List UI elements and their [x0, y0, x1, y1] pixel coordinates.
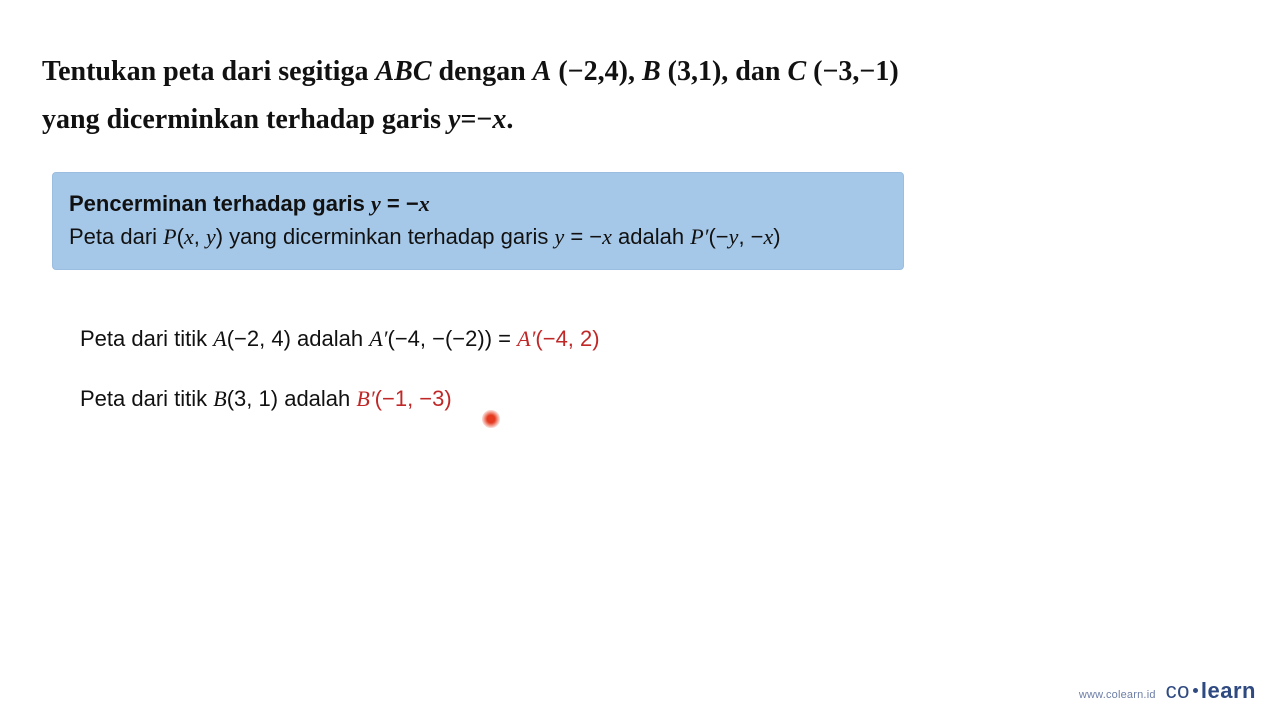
rule-title-eq: = − — [381, 191, 419, 216]
rule-title: Pencerminan terhadap garis y = −x — [69, 187, 887, 220]
la-Ap-coords: (−4, −(−2)) = — [388, 326, 518, 351]
solution-line-a: Peta dari titik A(−2, 4) adalah A′(−4, −… — [80, 326, 600, 352]
la-result: A′(−4, 2) — [517, 326, 599, 351]
solution-line-b: Peta dari titik B(3, 1) adalah B′(−1, −3… — [80, 386, 452, 412]
q-A-coords: (−2,4), — [551, 56, 642, 87]
laser-pointer-icon — [482, 410, 500, 428]
footer: www.colearn.id colearn — [1079, 678, 1256, 704]
rb-mid: yang dicerminkan terhadap garis — [223, 224, 554, 249]
q-B-coords: (3,1), dan — [661, 56, 788, 87]
lb-result: B′(−1, −3) — [356, 386, 451, 411]
la-A-coords: (−2, 4) — [227, 326, 291, 351]
rb-lp: ( — [177, 224, 184, 249]
rb-pp-rp: ) — [773, 224, 780, 249]
rb-pp-y: y — [729, 224, 739, 249]
q-A: A — [533, 56, 552, 87]
lb-is: adalah — [278, 386, 356, 411]
la-is: adalah — [291, 326, 369, 351]
rb-is: adalah — [612, 224, 690, 249]
rb-Pp: P′ — [690, 224, 708, 249]
rule-title-x: x — [419, 191, 430, 216]
rb-px: x — [184, 224, 194, 249]
q-B: B — [642, 56, 661, 87]
rule-body: Peta dari P(x, y) yang dicerminkan terha… — [69, 220, 887, 253]
footer-brand: colearn — [1166, 678, 1256, 704]
q-eq-eqminus: =− — [460, 104, 492, 135]
q-line2-prefix: yang dicerminkan terhadap garis — [42, 104, 448, 135]
rule-box: Pencerminan terhadap garis y = −x Peta d… — [52, 172, 904, 270]
rb-rp: ) — [216, 224, 223, 249]
la-Ap-r: A′ — [517, 326, 535, 351]
rb-pcomma: , — [194, 224, 206, 249]
rule-title-y: y — [371, 191, 381, 216]
rule-title-prefix: Pencerminan terhadap garis — [69, 191, 371, 216]
q-eq-y: y — [448, 104, 460, 135]
footer-url: www.colearn.id — [1079, 689, 1156, 701]
rb-py: y — [206, 224, 216, 249]
brand-co: co — [1166, 678, 1190, 703]
lb-B: B — [213, 386, 226, 411]
q-C: C — [787, 56, 806, 87]
q-eq-dot: . — [506, 104, 513, 135]
la-Ap: A′ — [369, 326, 387, 351]
la-prefix: Peta dari titik — [80, 326, 213, 351]
rb-x2: x — [602, 224, 612, 249]
q-C-coords: (−3,−1) — [806, 56, 899, 87]
rb-pp-x: x — [764, 224, 774, 249]
question-text: Tentukan peta dari segitiga ABC dengan A… — [42, 48, 1142, 143]
q-mid: dengan — [432, 56, 533, 87]
lb-prefix: Peta dari titik — [80, 386, 213, 411]
la-A: A — [213, 326, 226, 351]
lb-B-coords: (3, 1) — [227, 386, 278, 411]
q-abc: ABC — [375, 56, 431, 87]
brand-dot-icon — [1193, 688, 1198, 693]
page-root: Tentukan peta dari segitiga ABC dengan A… — [0, 0, 1280, 720]
lb-Bp-r-coords: (−1, −3) — [375, 386, 452, 411]
rb-P: P — [163, 224, 176, 249]
q-prefix: Tentukan peta dari segitiga — [42, 56, 375, 87]
rb-y2: y — [554, 224, 564, 249]
q-eq-x: x — [492, 104, 506, 135]
rb-pp-comma: , − — [738, 224, 763, 249]
la-Ap-r-coords: (−4, 2) — [535, 326, 599, 351]
lb-Bp-r: B′ — [356, 386, 374, 411]
rb-eq2: = − — [564, 224, 602, 249]
rb-prefix: Peta dari — [69, 224, 163, 249]
rb-pp-lp: (− — [708, 224, 728, 249]
brand-learn: learn — [1201, 678, 1256, 703]
